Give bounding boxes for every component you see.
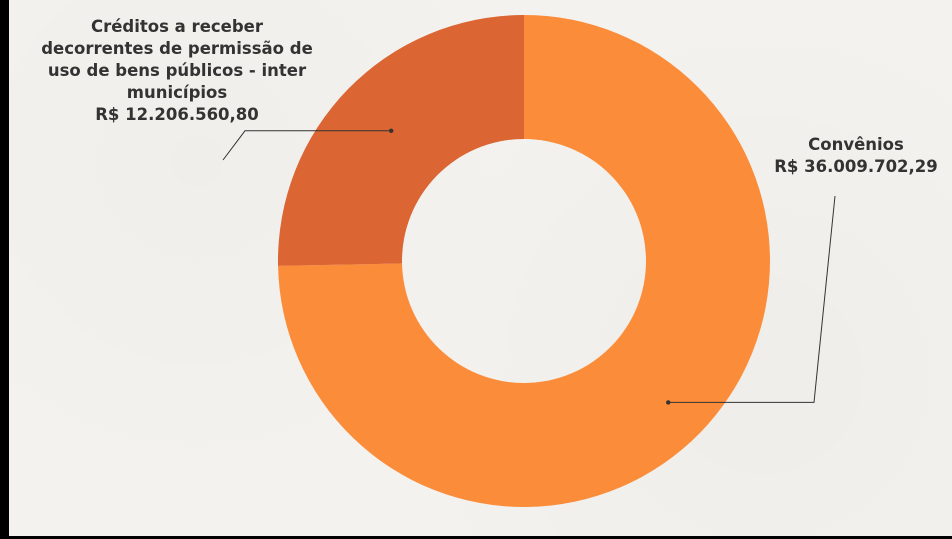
creditos-leader-dot: [388, 128, 394, 133]
slice-label-creditos-line-2: decorrentes de permissão de: [41, 39, 313, 58]
donut-chart: [222, 14, 836, 507]
slice-creditos: [278, 14, 524, 266]
convenios-leader-dot: [666, 400, 671, 405]
slice-convenios: [278, 15, 770, 507]
creditos-leader-line: [222, 130, 392, 161]
slice-label-creditos-line-1: Créditos a receber: [90, 17, 263, 36]
slice-label-convenios-name: Convênios: [808, 135, 904, 154]
slice-label-creditos-line-3: uso de bens públicos - inter: [47, 61, 307, 80]
slice-value-convenios: R$ 36.009.702,29: [774, 157, 938, 176]
slice-label-creditos-line-4: municípios: [126, 83, 228, 102]
slice-label-creditos: Créditos a receber decorrentes de permis…: [29, 16, 325, 126]
convenios-leader-line: [668, 195, 836, 403]
slice-label-convenios: Convênios R$ 36.009.702,29: [761, 134, 951, 178]
slice-value-creditos: R$ 12.206.560,80: [95, 105, 259, 124]
